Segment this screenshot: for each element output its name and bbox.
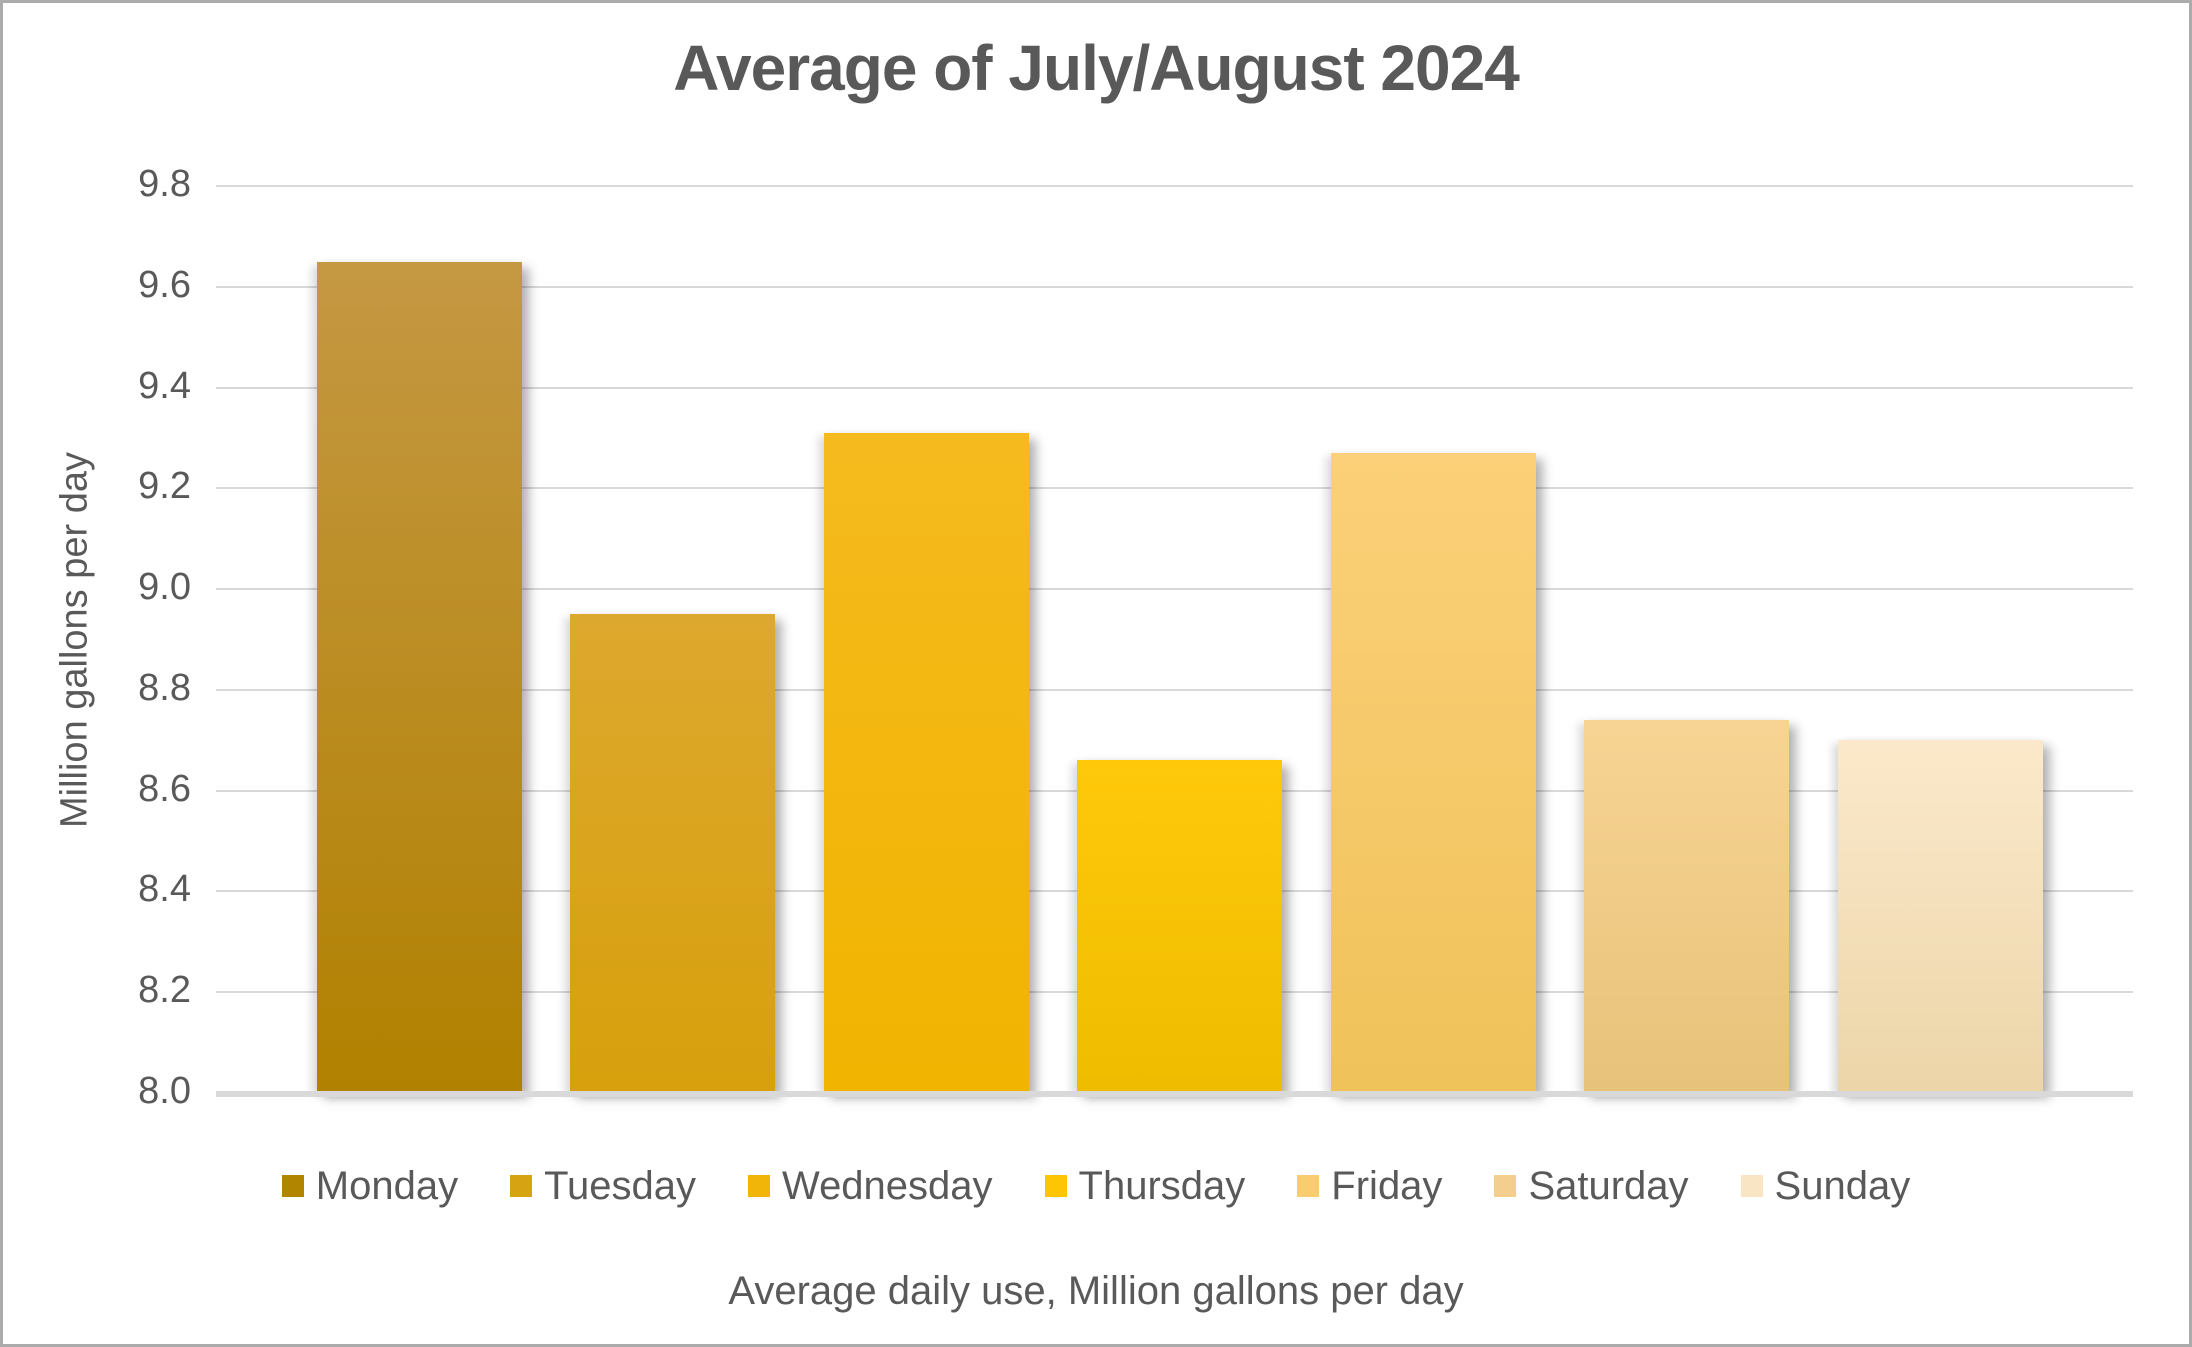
legend-swatch-wednesday — [748, 1175, 771, 1197]
y-tick-label: 8.4 — [138, 868, 191, 911]
legend-swatch-thursday — [1044, 1175, 1067, 1197]
legend-swatch-sunday — [1740, 1175, 1763, 1197]
legend-label-wednesday: Wednesday — [782, 1163, 993, 1208]
legend-item-thursday: Thursday — [1044, 1163, 1246, 1209]
legend-label-tuesday: Tuesday — [544, 1163, 697, 1208]
bar-sunday — [1838, 740, 2043, 1092]
legend-item-monday: Monday — [281, 1163, 459, 1209]
gridline — [216, 688, 2133, 691]
y-tick-label: 8.0 — [138, 1069, 191, 1112]
bar-monday — [317, 262, 522, 1092]
legend: Monday Tuesday Wednesday Thursday Friday Satu… — [3, 1161, 2189, 1211]
y-axis-title: Million gallons per day — [53, 451, 96, 828]
legend-item-tuesday: Tuesday — [510, 1164, 696, 1209]
y-tick-label: 8.6 — [138, 767, 191, 810]
bar-thursday — [1077, 760, 1282, 1092]
y-tick-label: 8.2 — [138, 968, 191, 1011]
y-tick-label: 8.8 — [138, 666, 191, 709]
bar-wednesday — [824, 433, 1029, 1092]
legend-label-thursday: Thursday — [1078, 1163, 1246, 1208]
gridline — [216, 185, 2133, 187]
gridline — [216, 487, 2133, 490]
bar-friday — [1331, 453, 1536, 1092]
legend-item-saturday: Saturday — [1494, 1163, 1689, 1209]
chart-title: Average of July/August 2024 — [673, 32, 1520, 104]
y-tick-label: 9.8 — [138, 162, 191, 205]
legend-item-wednesday: Wednesday — [748, 1164, 993, 1209]
legend-swatch-tuesday — [510, 1175, 533, 1197]
y-tick-label: 9.2 — [138, 465, 191, 508]
legend-swatch-saturday — [1494, 1175, 1517, 1197]
legend-item-friday: Friday — [1297, 1164, 1442, 1209]
x-axis-title: Average daily use, Million gallons per d… — [728, 1269, 1464, 1313]
gridline — [216, 386, 2133, 389]
legend-label-saturday: Saturday — [1528, 1163, 1689, 1208]
gridline — [216, 588, 2133, 591]
y-tick-label: 9.4 — [138, 364, 191, 407]
x-axis-line — [216, 1091, 2133, 1097]
gridline — [216, 285, 2133, 288]
y-tick-label: 9.6 — [138, 263, 191, 306]
bar-saturday — [1584, 720, 1789, 1092]
legend-swatch-friday — [1297, 1175, 1320, 1197]
legend-label-sunday: Sunday — [1774, 1163, 1911, 1208]
legend-label-monday: Monday — [315, 1163, 459, 1208]
legend-label-friday: Friday — [1331, 1163, 1443, 1208]
legend-swatch-monday — [281, 1175, 304, 1197]
y-tick-label: 9.0 — [138, 565, 191, 608]
bar-tuesday — [570, 614, 775, 1092]
legend-item-sunday: Sunday — [1740, 1163, 1911, 1209]
